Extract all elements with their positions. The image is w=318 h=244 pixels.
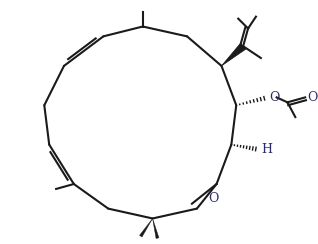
- Polygon shape: [140, 218, 153, 237]
- Text: H: H: [261, 143, 272, 156]
- Polygon shape: [153, 218, 159, 239]
- Text: O: O: [209, 192, 219, 205]
- Text: O: O: [307, 91, 317, 104]
- Polygon shape: [222, 43, 246, 66]
- Text: O: O: [270, 91, 280, 104]
